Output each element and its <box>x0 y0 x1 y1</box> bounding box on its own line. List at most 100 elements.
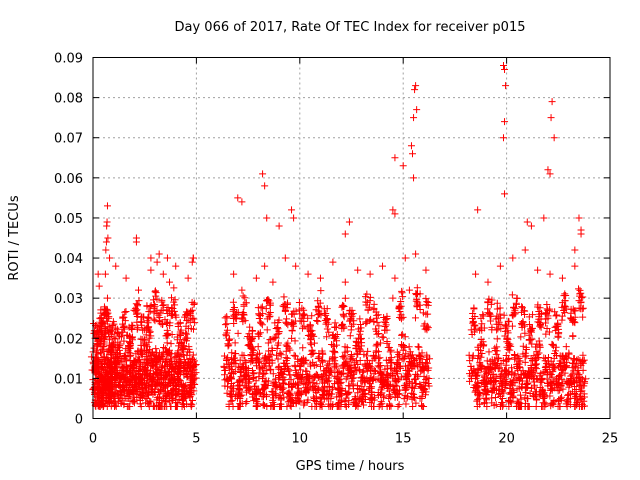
data-point <box>184 274 192 282</box>
data-point <box>171 311 179 319</box>
data-point <box>247 358 255 366</box>
data-point <box>177 381 185 389</box>
data-point <box>283 364 291 372</box>
data-point <box>304 396 312 404</box>
data-point <box>483 380 491 388</box>
data-point <box>312 395 320 403</box>
data-point <box>166 350 174 358</box>
data-point <box>557 362 565 370</box>
data-point <box>174 320 182 328</box>
data-point <box>285 366 293 374</box>
data-point <box>531 355 539 363</box>
data-point <box>472 325 480 333</box>
data-point <box>150 315 158 323</box>
data-point <box>393 382 401 390</box>
data-point <box>99 385 107 393</box>
data-point <box>565 350 573 358</box>
data-point <box>493 299 501 307</box>
data-point <box>145 334 153 342</box>
data-point <box>364 347 372 355</box>
data-point <box>375 322 383 330</box>
data-point <box>143 360 151 368</box>
data-point <box>116 395 124 403</box>
data-point <box>525 335 533 343</box>
data-point <box>402 375 410 383</box>
data-point <box>423 359 431 367</box>
data-point <box>163 339 171 347</box>
data-point <box>581 379 589 387</box>
data-point <box>511 304 519 312</box>
data-point <box>490 356 498 364</box>
data-point <box>107 326 115 334</box>
data-point <box>567 314 575 322</box>
data-point <box>487 300 495 308</box>
data-point <box>303 371 311 379</box>
data-point <box>577 226 585 234</box>
data-point <box>259 375 267 383</box>
data-point <box>228 396 236 404</box>
data-point <box>325 402 333 410</box>
data-point <box>239 292 247 300</box>
data-point <box>496 372 504 380</box>
data-point <box>234 194 242 202</box>
data-point <box>292 369 300 377</box>
data-point <box>155 318 163 326</box>
data-point <box>387 393 395 401</box>
data-point <box>292 262 300 270</box>
data-point <box>563 397 571 405</box>
data-point <box>308 384 316 392</box>
data-point <box>113 354 121 362</box>
data-point <box>542 354 550 362</box>
data-point <box>519 318 527 326</box>
data-point <box>183 351 191 359</box>
data-point <box>492 393 500 401</box>
data-point <box>274 325 282 333</box>
data-point <box>401 353 409 361</box>
data-point <box>502 82 510 90</box>
data-point <box>266 312 274 320</box>
data-point <box>554 387 562 395</box>
data-point <box>221 321 229 329</box>
data-point <box>155 355 163 363</box>
y-tick-label: 0.07 <box>54 132 83 147</box>
data-point <box>280 368 288 376</box>
data-point <box>569 359 577 367</box>
data-point <box>411 86 419 94</box>
data-point <box>503 334 511 342</box>
data-point <box>320 305 328 313</box>
data-point <box>316 399 324 407</box>
data-point <box>306 339 314 347</box>
data-point <box>345 362 353 370</box>
data-point <box>105 314 113 322</box>
data-point <box>536 377 544 385</box>
data-point <box>507 388 515 396</box>
data-point <box>519 377 527 385</box>
data-point <box>175 386 183 394</box>
data-point <box>497 314 505 322</box>
data-point <box>253 398 261 406</box>
data-point <box>558 274 566 282</box>
data-point <box>299 344 307 352</box>
data-point <box>323 325 331 333</box>
data-point <box>570 318 578 326</box>
data-point <box>542 400 550 408</box>
data-point <box>579 366 587 374</box>
data-point <box>153 349 161 357</box>
data-point <box>295 298 303 306</box>
data-point <box>523 218 531 226</box>
data-point <box>230 304 238 312</box>
data-point <box>391 393 399 401</box>
data-point <box>255 315 263 323</box>
data-point <box>486 312 494 320</box>
data-point <box>560 292 568 300</box>
data-point <box>479 338 487 346</box>
data-point <box>562 400 570 408</box>
data-point <box>347 326 355 334</box>
data-point <box>391 210 399 218</box>
data-point <box>97 337 105 345</box>
data-point <box>580 390 588 398</box>
data-point <box>277 351 285 359</box>
data-point <box>190 300 198 308</box>
data-point <box>400 355 408 363</box>
data-point <box>235 402 243 410</box>
